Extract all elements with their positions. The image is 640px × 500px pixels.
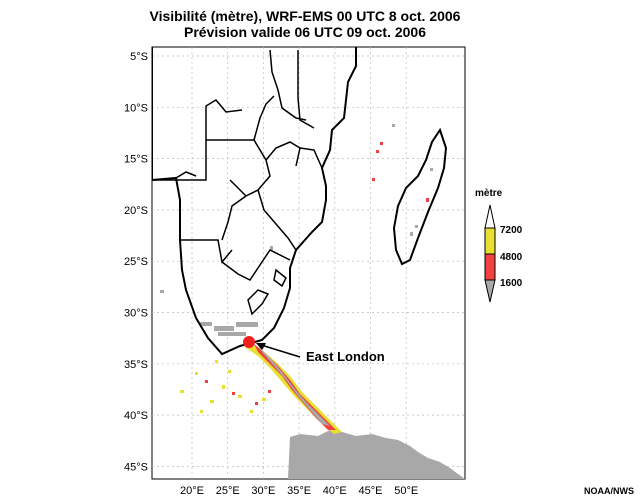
legend: mètre 7200 4800 1600 xyxy=(475,188,523,303)
legend-top-cap-icon xyxy=(484,204,496,229)
legend-label-1600: 1600 xyxy=(500,278,523,289)
legend-yellow-bin xyxy=(484,227,496,255)
latitude-tick-label: 45°S xyxy=(124,461,148,473)
latitude-tick-label: 20°S xyxy=(124,205,148,217)
latitude-tick-label: 40°S xyxy=(124,410,148,422)
longitude-tick-label: 40°E xyxy=(323,485,347,497)
latitude-tick-labels: 5°S 10°S 15°S 20°S 25°S 30°S 35°S 40°S 45°S xyxy=(124,51,148,473)
gray-scattered-cells xyxy=(160,124,433,336)
gray-visibility-streak xyxy=(258,346,330,426)
arrowhead-icon xyxy=(256,343,266,350)
longitude-tick-label: 35°E xyxy=(287,485,311,497)
longitude-tick-labels: 20°E 25°E 30°E 35°E 40°E 45°E 50°E xyxy=(180,485,418,497)
legend-title: mètre xyxy=(475,188,503,199)
latitude-tick-label: 15°S xyxy=(124,154,148,166)
red-scattered-cells xyxy=(205,142,429,405)
gray-visibility-area-south xyxy=(288,430,465,479)
legend-label-4800: 4800 xyxy=(500,252,523,263)
east-london-label: East London xyxy=(306,349,385,364)
latitude-tick-label: 30°S xyxy=(124,308,148,320)
east-london-marker xyxy=(243,336,255,348)
latitude-tick-label: 5°S xyxy=(130,51,148,63)
latitude-tick-label: 35°S xyxy=(124,359,148,371)
legend-red-bin xyxy=(484,253,496,281)
map-frame xyxy=(151,46,466,480)
longitude-tick-label: 25°E xyxy=(216,485,240,497)
latitude-tick-label: 25°S xyxy=(124,256,148,268)
legend-label-7200: 7200 xyxy=(500,225,523,236)
credit-label: NOAA/NWS xyxy=(584,486,634,496)
longitude-tick-label: 50°E xyxy=(394,485,418,497)
annotation-arrow xyxy=(257,343,301,358)
legend-gray-bin xyxy=(484,279,496,303)
longitude-tick-label: 45°E xyxy=(359,485,383,497)
map-title-line1: Visibilité (mètre), WRF-EMS 00 UTC 8 oct… xyxy=(149,8,461,24)
yellow-scattered-cells xyxy=(180,360,266,413)
longitude-tick-label: 30°E xyxy=(251,485,275,497)
country-borders xyxy=(152,49,323,316)
coastlines xyxy=(152,47,448,356)
map-title-line2: Prévision valide 06 UTC 09 oct. 2006 xyxy=(183,24,426,40)
longitude-tick-label: 20°E xyxy=(180,485,204,497)
latitude-tick-label: 10°S xyxy=(124,102,148,114)
